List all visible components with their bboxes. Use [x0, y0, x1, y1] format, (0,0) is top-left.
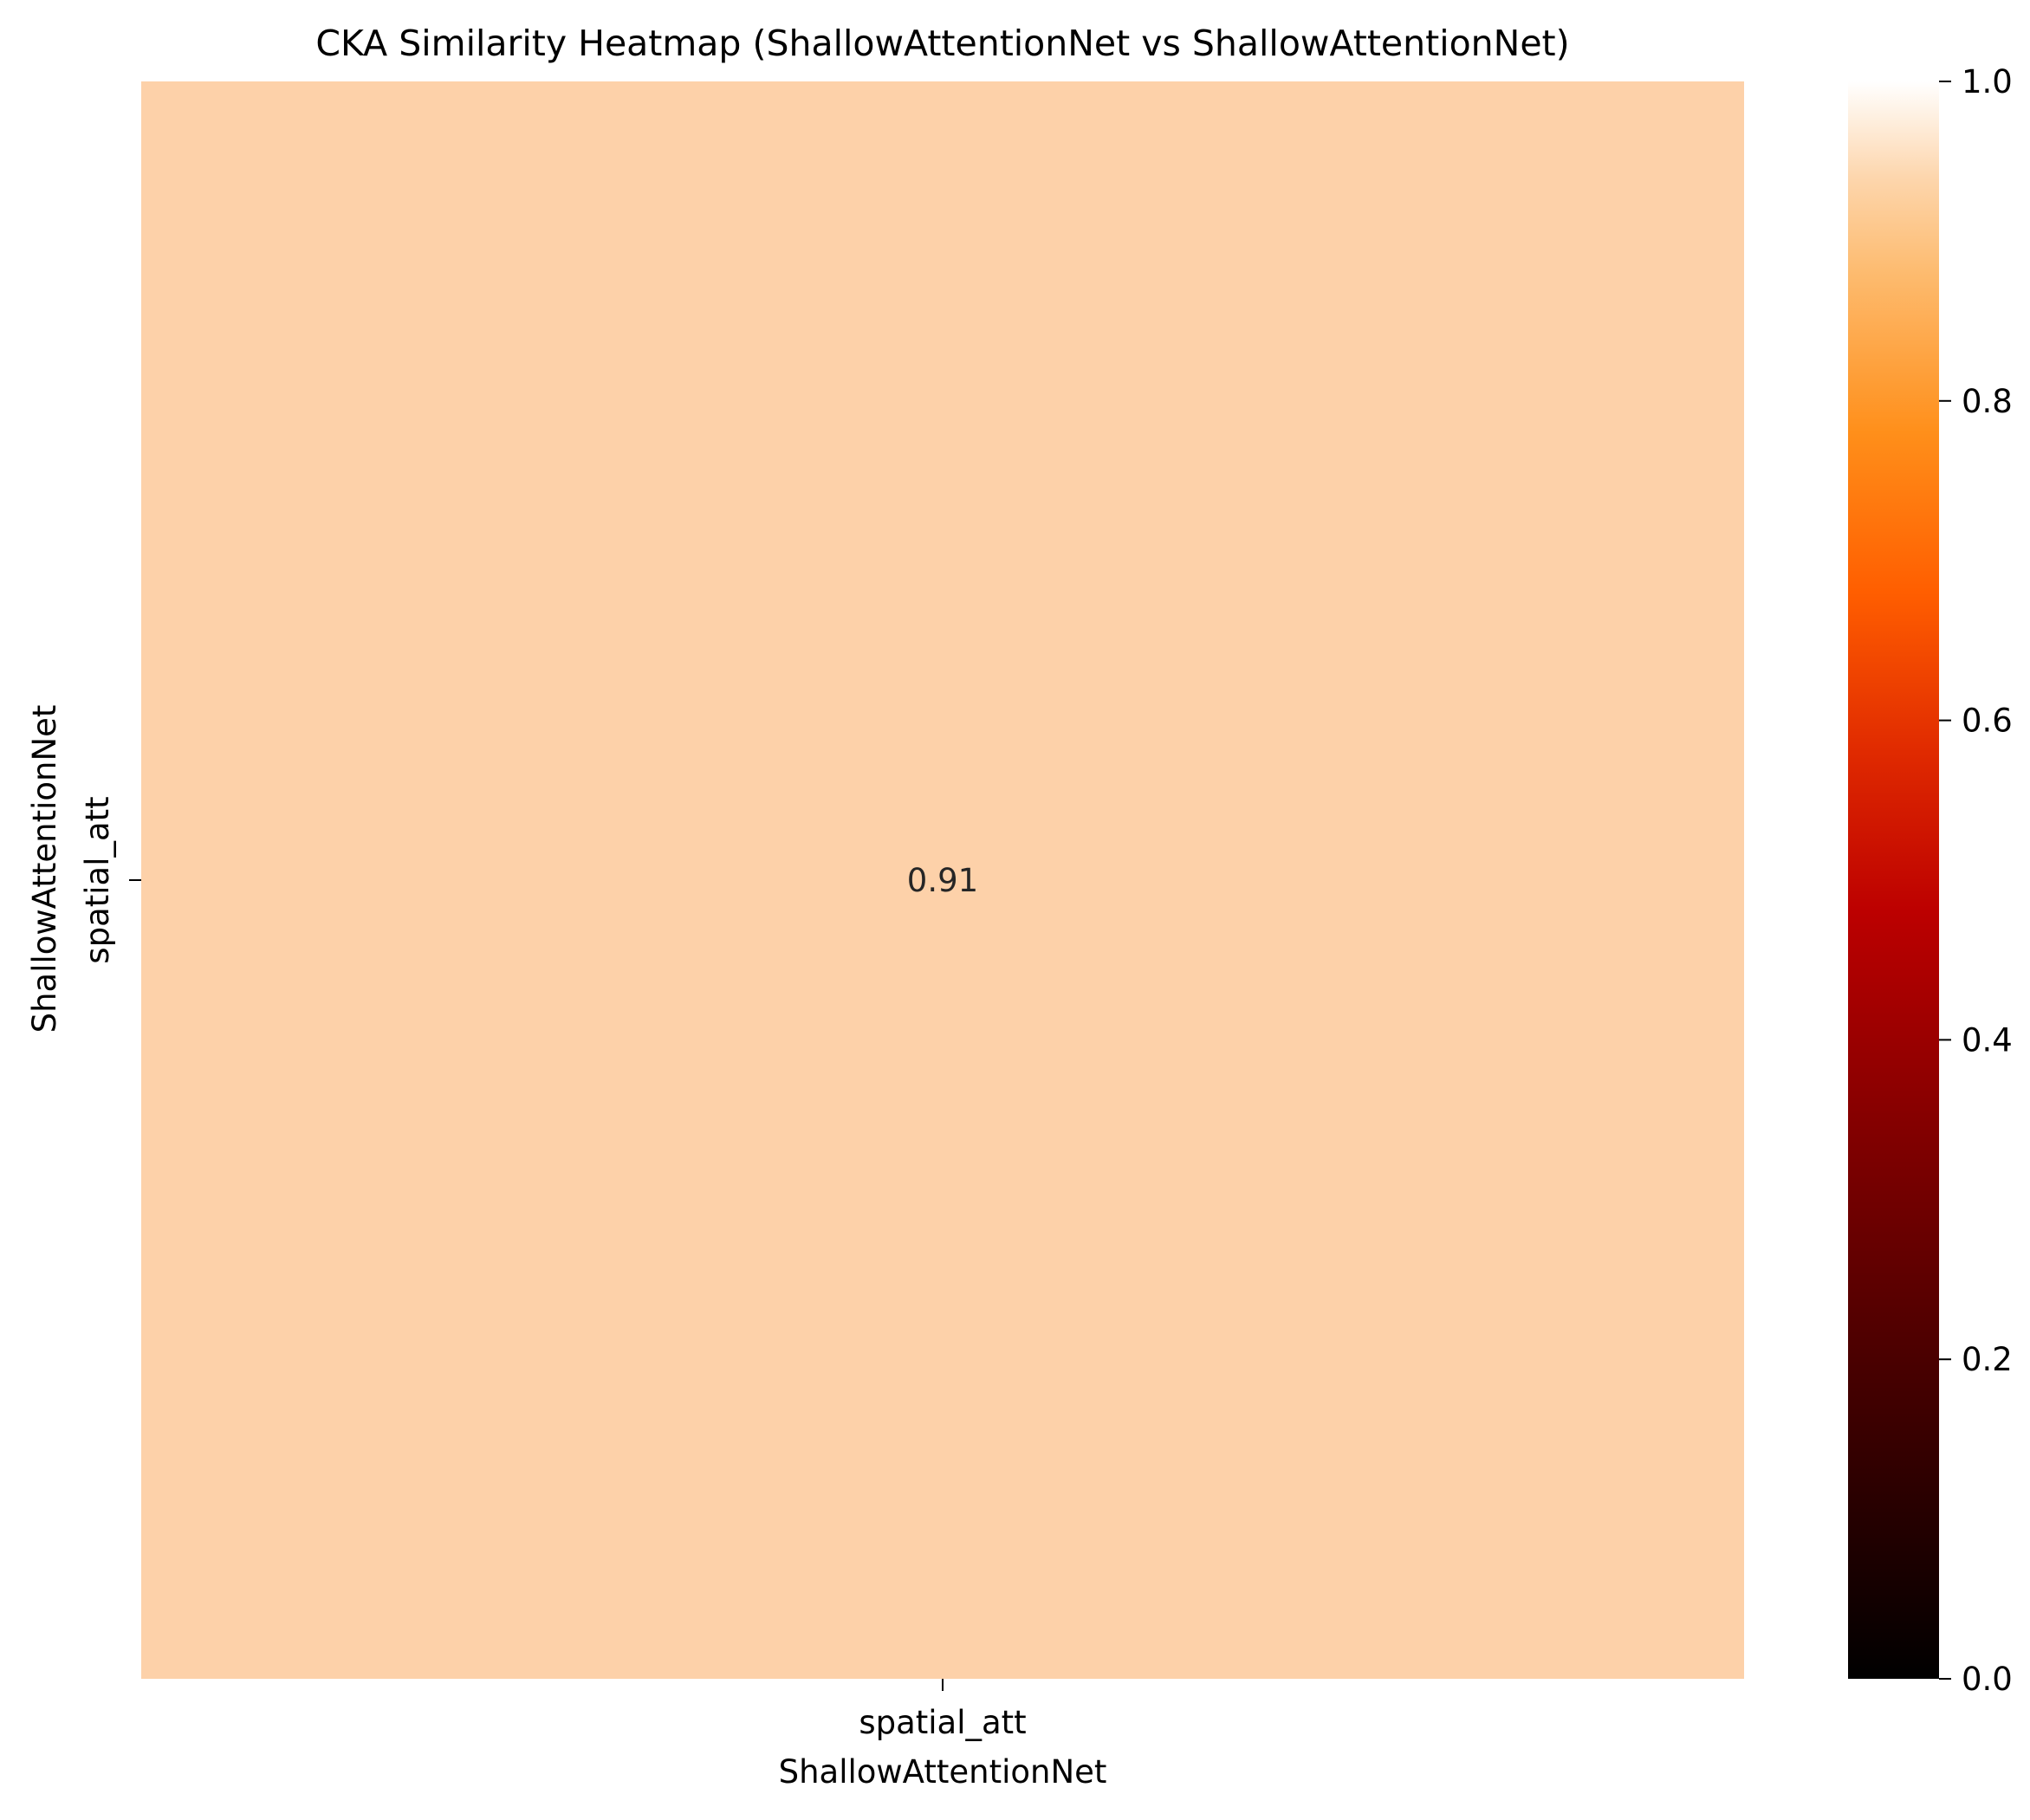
chart-title: CKA Similarity Heatmap (ShallowAttention…	[315, 23, 1569, 64]
colorbar-tick-label: 0.6	[1962, 703, 2013, 740]
y-axis-label: ShallowAttentionNet	[26, 705, 63, 1033]
colorbar-tick-label: 0.2	[1962, 1341, 2013, 1378]
colorbar-tick-label: 1.0	[1962, 63, 2013, 100]
x-axis-label: ShallowAttentionNet	[779, 1753, 1107, 1791]
colorbar-ticks: 0.0 0.2 0.4 0.6 0.8 1.0	[1939, 63, 2013, 1698]
x-axis-ticks: spatial_att	[859, 1679, 1027, 1741]
heatmap-cells: 0.91	[141, 81, 1744, 1679]
colorbar-tick-label: 0.0	[1962, 1661, 2013, 1698]
cell-annotation: 0.91	[907, 862, 978, 899]
y-axis-ticks: spatial_att	[79, 796, 141, 964]
y-tick-label: spatial_att	[79, 796, 116, 963]
x-tick-label: spatial_att	[859, 1704, 1026, 1741]
colorbar-tick-label: 0.8	[1962, 383, 2013, 420]
heatmap-cell	[141, 81, 1744, 1679]
colorbar-tick-label: 0.4	[1962, 1021, 2013, 1059]
colorbar	[1848, 81, 1939, 1679]
